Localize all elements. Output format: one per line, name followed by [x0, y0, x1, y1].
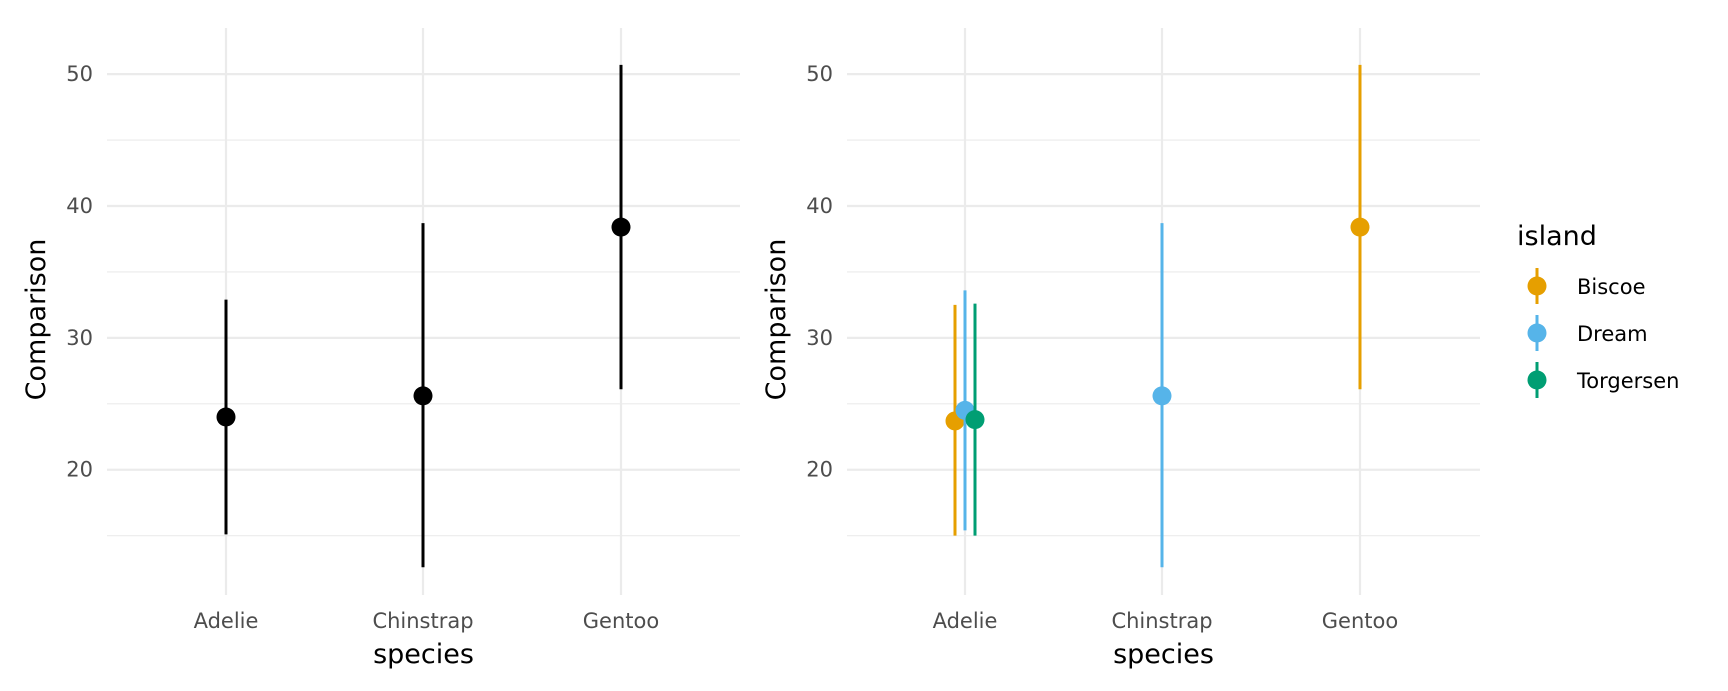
x-axis-title: species	[373, 639, 474, 670]
x-tick-label: Chinstrap	[1111, 609, 1212, 633]
legend-key-point	[1527, 276, 1547, 296]
legend-label: Torgersen	[1576, 369, 1679, 393]
y-axis-title: Comparison	[761, 239, 792, 401]
y-tick-label: 30	[806, 326, 833, 350]
legend: island Biscoe Dream Torgersen	[1517, 221, 1679, 398]
x-tick-label: Chinstrap	[372, 609, 473, 633]
series-chinstrap-point	[413, 386, 433, 406]
x-axis-title: species	[1113, 639, 1214, 670]
y-tick-label: 40	[66, 194, 93, 218]
y-tick-label: 20	[806, 458, 833, 482]
legend-title: island	[1517, 221, 1597, 252]
y-axis-title: Comparison	[21, 239, 52, 401]
torgersen-adelie-point	[965, 410, 985, 430]
left-panel: 20 30 40 50 Adelie Chinstrap Gentoo species Comp…	[21, 28, 740, 670]
x-tick-label: Gentoo	[583, 609, 659, 633]
y-tick-label: 30	[66, 326, 93, 350]
x-tick-label: Adelie	[933, 609, 998, 633]
y-tick-label: 40	[806, 194, 833, 218]
biscoe-gentoo-point	[1350, 217, 1370, 237]
x-tick-label: Gentoo	[1322, 609, 1398, 633]
legend-key-point	[1527, 323, 1547, 343]
series-gentoo-point	[611, 217, 631, 237]
right-panel: 20 30 40 50 Adelie Chinstrap Gentoo species Comp…	[761, 28, 1480, 670]
y-tick-label: 20	[66, 458, 93, 482]
y-tick-label: 50	[806, 62, 833, 86]
legend-label: Dream	[1577, 322, 1648, 346]
legend-key-point	[1527, 370, 1547, 390]
series-adelie-point	[216, 407, 236, 427]
legend-label: Biscoe	[1577, 275, 1646, 299]
x-tick-label: Adelie	[194, 609, 259, 633]
dream-chinstrap-point	[1152, 386, 1172, 406]
y-tick-label: 50	[66, 62, 93, 86]
